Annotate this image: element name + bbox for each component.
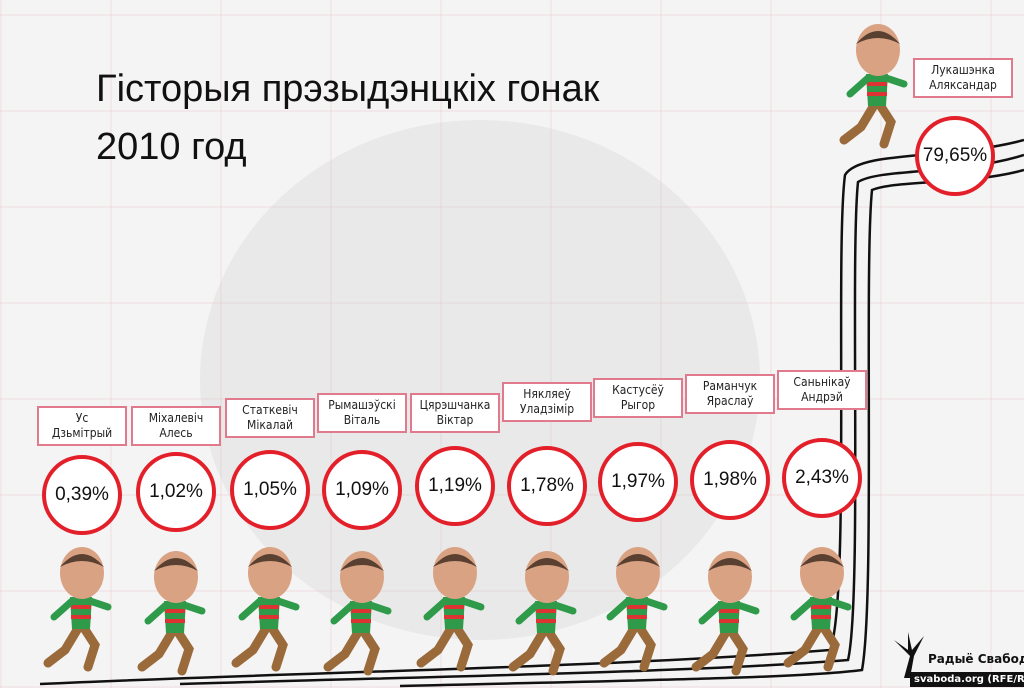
percent-value: 1,97% <box>611 471 665 492</box>
percent-circle: 1,97% <box>598 442 678 522</box>
logo-url: svaboda.org (RFE/RL) <box>910 672 1024 687</box>
candidate-label: Рымашэўскі Віталь <box>317 393 407 433</box>
surname: Някляеў <box>523 387 571 401</box>
candidate-label: Цярэшчанка Віктар <box>410 393 500 433</box>
surname: Саньнікаў <box>793 375 851 389</box>
first-name: Рыгор <box>620 398 656 412</box>
first-name: Уладзімір <box>519 402 575 416</box>
percent-circle: 1,19% <box>415 446 495 526</box>
percent-value: 1,02% <box>149 481 203 502</box>
candidate-runner <box>323 551 392 676</box>
surname: Міхалевіч <box>148 411 204 425</box>
candidate-runner <box>599 547 668 672</box>
candidate-runner <box>231 547 300 672</box>
surname: Цярэшчанка <box>419 398 491 412</box>
surname: Кастусёў <box>612 383 664 397</box>
surname: Раманчук <box>702 379 758 393</box>
percent-value: 2,43% <box>795 467 849 488</box>
page-title: Гісторыя прэзыдэнцкіх гонак 2010 год <box>96 60 599 176</box>
first-name: Мікалай <box>247 418 293 432</box>
first-name: Віктар <box>436 413 474 427</box>
surname: Рымашэўскі <box>328 398 396 412</box>
candidate-label: Раманчук Яраслаў <box>685 374 775 414</box>
percent-circle: 1,98% <box>690 440 770 520</box>
surname: Статкевіч <box>242 403 298 417</box>
candidate-label: Кастусёў Рыгор <box>593 378 683 418</box>
surname: Ус <box>75 411 89 425</box>
candidate-runner <box>416 547 485 672</box>
logo-torch-icon <box>894 632 924 678</box>
candidate-runner <box>691 551 760 676</box>
percent-value: 1,98% <box>703 469 757 490</box>
percent-value: 1,05% <box>243 479 297 500</box>
percent-value: 0,39% <box>55 484 109 505</box>
title-line2: 2010 год <box>96 126 247 168</box>
radio-svaboda-logo: Радыё Свабода svaboda.org (RFE/RL) <box>890 630 1024 687</box>
first-name: Алесь <box>159 426 193 440</box>
winner-runner <box>839 24 908 149</box>
candidate-label: Ус Дзьмітрый <box>37 406 127 446</box>
title-line1: Гісторыя прэзыдэнцкіх гонак <box>96 68 600 110</box>
first-name: Яраслаў <box>706 394 754 408</box>
candidate-runner <box>783 547 852 672</box>
first-name: Андрэй <box>801 390 843 404</box>
percent-circle: 0,39% <box>42 455 122 535</box>
candidate-runner <box>43 547 112 672</box>
candidate-label: Саньнікаў Андрэй <box>777 370 867 410</box>
candidate-label: Някляеў Уладзімір <box>502 382 592 422</box>
candidate-label-winner: Лукашэнка Аляксандар <box>913 58 1013 98</box>
first-name: Віталь <box>343 413 381 427</box>
percent-value: 79,65% <box>922 145 988 166</box>
percent-value: 1,09% <box>335 479 389 500</box>
percent-circle: 2,43% <box>782 438 862 518</box>
percent-circle: 1,78% <box>507 446 587 526</box>
percent-value: 1,78% <box>520 475 574 496</box>
percent-circle: 1,05% <box>230 450 310 530</box>
candidate-runner <box>137 551 206 676</box>
surname: Лукашэнка <box>931 63 995 77</box>
percent-circle: 1,09% <box>322 450 402 530</box>
first-name: Аляксандар <box>929 78 997 92</box>
percent-value: 1,19% <box>428 475 482 496</box>
candidate-label: Міхалевіч Алесь <box>131 406 221 446</box>
first-name: Дзьмітрый <box>51 426 113 440</box>
candidate-runner <box>508 551 577 676</box>
logo-name: Радыё Свабода <box>928 652 1024 666</box>
percent-circle: 1,02% <box>136 452 216 532</box>
percent-circle-winner: 79,65% <box>915 116 995 196</box>
candidate-label: Статкевіч Мікалай <box>225 398 315 438</box>
